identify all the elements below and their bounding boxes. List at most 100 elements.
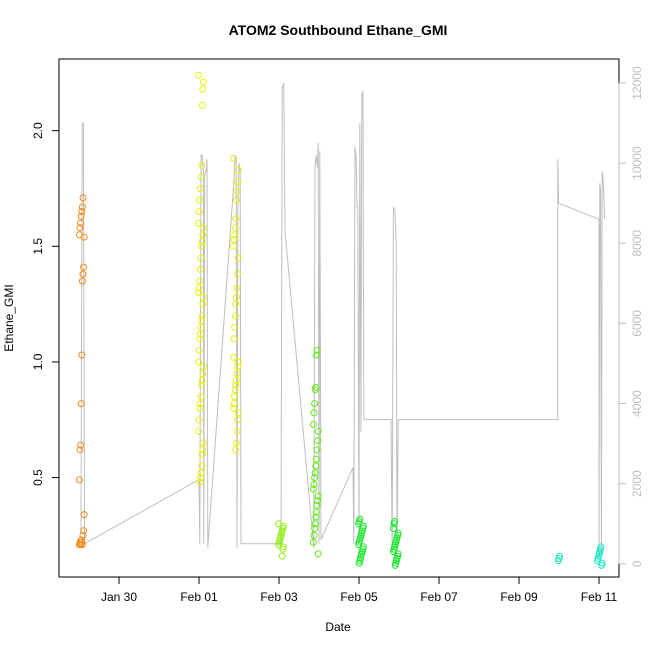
data-point — [79, 531, 87, 539]
data-point — [199, 231, 207, 239]
data-point — [232, 215, 240, 223]
data-point — [78, 203, 86, 211]
data-point — [197, 173, 205, 181]
data-point — [232, 446, 240, 454]
y-axis: 0.5 1.0 1.5 2.0 — [31, 122, 60, 486]
data-point — [230, 400, 238, 408]
data-point — [232, 196, 240, 204]
data-point — [314, 550, 322, 558]
data-point — [232, 439, 240, 447]
data-point — [196, 265, 204, 273]
data-point — [231, 224, 239, 232]
data-point — [199, 85, 207, 93]
data-point — [391, 518, 399, 525]
x-axis-label: Date — [325, 620, 351, 634]
data-point — [313, 346, 321, 354]
y-axis-label: Ethane_GMI — [2, 284, 16, 351]
data-point — [234, 416, 242, 424]
data-point — [311, 400, 319, 408]
data-point — [314, 492, 322, 500]
data-point — [80, 511, 88, 519]
data-point — [311, 520, 319, 528]
data-point — [314, 437, 322, 445]
data-point — [197, 254, 205, 262]
data-point — [231, 312, 239, 320]
data-point — [231, 386, 239, 394]
data-point — [310, 409, 318, 417]
data-point — [232, 300, 240, 308]
data-point — [78, 541, 86, 549]
data-point — [195, 346, 203, 354]
data-point — [229, 242, 237, 250]
data-point — [312, 508, 320, 516]
data-point — [198, 242, 206, 250]
data-point — [312, 462, 320, 470]
x-tick-label: Feb 07 — [420, 590, 458, 604]
y2-tick-label: 4000 — [630, 390, 644, 417]
data-point — [312, 351, 320, 359]
data-point — [199, 363, 207, 371]
data-point — [232, 376, 240, 384]
data-point — [314, 497, 322, 505]
data-point — [196, 474, 204, 482]
data-point — [234, 166, 242, 174]
data-point — [309, 538, 317, 546]
y2-tick-label: 10000 — [630, 146, 644, 180]
data-point — [77, 212, 85, 220]
data-point — [195, 416, 203, 424]
altitude-trace — [80, 82, 606, 556]
data-point — [195, 208, 203, 216]
data-point — [597, 543, 605, 551]
data-point — [234, 270, 242, 278]
data-point — [312, 455, 320, 463]
x-tick-label: Jan 30 — [101, 590, 137, 604]
data-point — [234, 254, 242, 262]
data-point — [199, 446, 207, 454]
data-point — [80, 263, 88, 271]
y2-tick-label: 2000 — [630, 470, 644, 497]
x-tick-label: Feb 09 — [500, 590, 538, 604]
data-point — [196, 277, 204, 285]
data-point — [234, 358, 242, 366]
data-point — [314, 427, 322, 435]
data-point — [198, 450, 206, 458]
altitude-line — [80, 82, 606, 556]
data-point — [198, 381, 206, 389]
data-point — [199, 224, 207, 232]
x-axis: Jan 30 Feb 01 Feb 03 Feb 05 Feb 07 Feb 09 Feb … — [101, 576, 618, 604]
y-tick-label: 2.0 — [31, 122, 45, 139]
data-point — [275, 520, 283, 528]
data-point — [195, 219, 203, 227]
data-point — [196, 404, 204, 412]
data-point — [313, 501, 321, 509]
x-tick-label: Feb 01 — [180, 590, 218, 604]
x-tick-label: Feb 05 — [340, 590, 378, 604]
data-point — [231, 323, 239, 331]
data-point — [310, 481, 318, 488]
data-point — [196, 478, 204, 486]
data-point — [234, 178, 242, 186]
data-point — [556, 552, 564, 560]
data-point — [232, 293, 240, 301]
data-point — [234, 409, 242, 417]
data-point — [199, 370, 207, 377]
data-point — [231, 393, 239, 401]
x-tick-label: Feb 11 — [581, 590, 618, 604]
data-point — [311, 474, 319, 482]
data-point — [312, 513, 320, 521]
data-point — [311, 524, 319, 532]
data-point — [310, 531, 318, 539]
y2-axis: 0 2000 4000 6000 8000 10000 12000 — [618, 66, 644, 567]
data-point — [312, 383, 320, 391]
y-tick-label: 1.5 — [31, 238, 45, 255]
data-point — [198, 238, 206, 246]
data-point — [199, 293, 207, 301]
y2-tick-label: 8000 — [630, 230, 644, 257]
data-point — [196, 196, 204, 204]
chart-title: ATOM2 Southbound Ethane_GMI — [229, 22, 448, 38]
data-point — [195, 358, 203, 366]
data-points — [75, 71, 606, 569]
data-point — [199, 78, 207, 86]
y-tick-label: 0.5 — [31, 469, 45, 486]
